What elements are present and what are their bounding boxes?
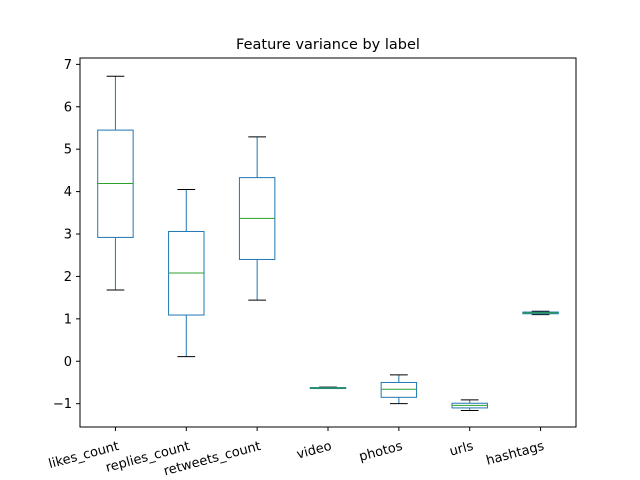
x-tick-label: video <box>295 439 333 463</box>
y-tick-label: 5 <box>64 143 72 158</box>
box-likes_count <box>97 75 134 291</box>
y-tick-label: 3 <box>64 228 72 243</box>
y-tick-label: −1 <box>53 397 72 412</box>
x-tick-label: urls <box>448 439 475 460</box>
box-replies_count <box>168 188 205 358</box>
y-tick-label: 4 <box>64 185 72 200</box>
plot-area <box>97 75 559 411</box>
y-tick-label: 2 <box>64 270 72 285</box>
box-photos <box>380 374 418 405</box>
x-tick-label: photos <box>358 439 405 465</box>
y-tick-label: 6 <box>64 100 72 115</box>
chart-title: Feature variance by label <box>236 37 420 53</box>
y-axis: −1 0 1 2 3 4 5 6 7 <box>53 58 80 412</box>
x-tick-label: hashtags <box>485 439 546 469</box>
iqr-box <box>380 381 418 398</box>
y-tick-label: 1 <box>64 312 72 327</box>
y-tick-label: 7 <box>64 58 72 73</box>
box-retweets_count <box>238 136 276 301</box>
box-hashtags <box>522 310 559 316</box>
box-urls <box>451 399 488 411</box>
y-tick-label: 0 <box>64 355 72 370</box>
axes-frame <box>79 57 577 428</box>
box-video <box>309 386 347 390</box>
